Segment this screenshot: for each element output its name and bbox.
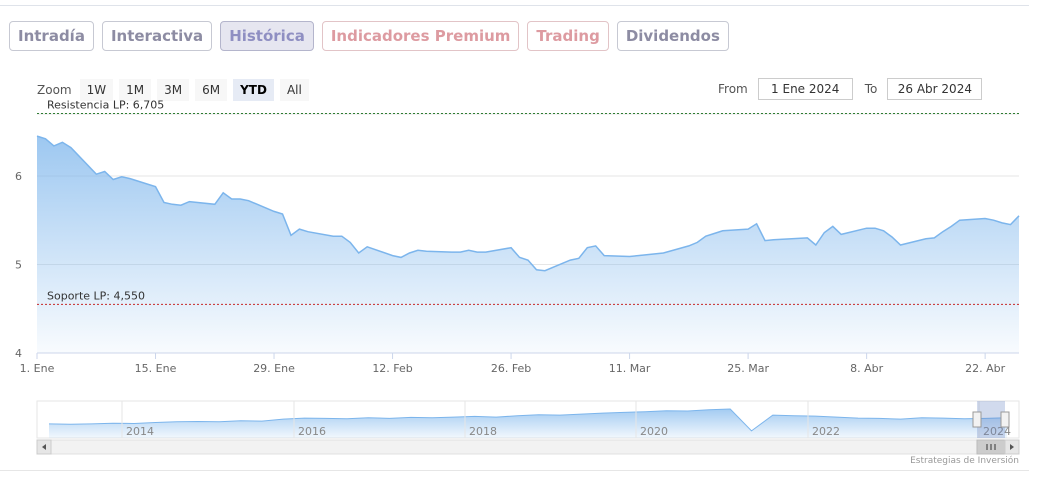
y-tick-label: 5: [15, 258, 22, 271]
zoom-6m-button[interactable]: 6M: [195, 79, 228, 101]
tab-dividendos[interactable]: Dividendos: [616, 21, 729, 51]
x-tick-label: 15. Ene: [135, 362, 177, 375]
navigator-year-label: 2016: [298, 425, 326, 438]
from-label: From: [718, 82, 748, 96]
tab-bar: Intradía Interactiva Histórica Indicador…: [9, 21, 729, 51]
to-date-input[interactable]: 26 Abr 2024: [887, 78, 983, 100]
scrollbar-track: [36, 439, 1020, 455]
price-area-fill: [37, 136, 1019, 353]
date-range-selector: From 1 Ene 2024 To 26 Abr 2024: [718, 78, 983, 100]
zoom-3m-button[interactable]: 3M: [157, 79, 190, 101]
navigator-area: [49, 409, 1007, 438]
x-tick-label: 12. Feb: [372, 362, 412, 375]
zoom-selector: Zoom 1W 1M 3M 6M YTD All: [37, 79, 309, 101]
x-tick-label: 26. Feb: [491, 362, 531, 375]
zoom-label: Zoom: [37, 83, 72, 97]
navigator-year-label: 2024: [983, 425, 1011, 438]
price-line: [36, 135, 1020, 272]
x-tick-label: 25. Mar: [727, 362, 769, 375]
x-tick-label: 1. Ene: [20, 362, 55, 375]
tab-indicadores-premium[interactable]: Indicadores Premium: [321, 21, 520, 51]
x-tick-label: 8. Abr: [850, 362, 883, 375]
zoom-ytd-button[interactable]: YTD: [233, 79, 274, 101]
chart-container: [0, 66, 1029, 471]
y-tick-label: 6: [15, 170, 22, 183]
scroll-left-icon: [42, 444, 46, 450]
navigator-left-handle[interactable]: [972, 411, 982, 428]
tab-interactiva[interactable]: Interactiva: [101, 21, 213, 51]
from-date-input[interactable]: 1 Ene 2024: [757, 78, 853, 100]
zoom-1w-button[interactable]: 1W: [79, 79, 114, 101]
top-divider: [0, 5, 1029, 6]
zoom-1m-button[interactable]: 1M: [119, 79, 152, 101]
support-label: Soporte LP: 4,550: [47, 289, 145, 302]
chart-credits: Estrategias de Inversión: [910, 456, 1019, 466]
x-tick-label: 29. Ene: [253, 362, 295, 375]
navigator-selection: [977, 401, 1005, 438]
tab-intradia[interactable]: Intradía: [9, 21, 94, 51]
scroll-right-icon: [1010, 444, 1014, 450]
navigator-year-label: 2014: [126, 425, 154, 438]
zoom-all-button[interactable]: All: [279, 79, 309, 101]
y-tick-label: 4: [15, 347, 22, 360]
to-label: To: [864, 82, 878, 96]
tab-trading[interactable]: Trading: [527, 21, 609, 51]
navigator-year-label: 2022: [812, 425, 840, 438]
navigator-right-handle[interactable]: [1000, 411, 1010, 428]
x-tick-label: 22. Abr: [965, 362, 1005, 375]
navigator-line: [48, 408, 1008, 432]
x-tick-label: 11. Mar: [609, 362, 651, 375]
resistance-label: Resistencia LP: 6,705: [47, 99, 164, 112]
tab-historica[interactable]: Histórica: [220, 21, 314, 51]
navigator-year-label: 2020: [640, 425, 668, 438]
navigator-year-label: 2018: [469, 425, 497, 438]
